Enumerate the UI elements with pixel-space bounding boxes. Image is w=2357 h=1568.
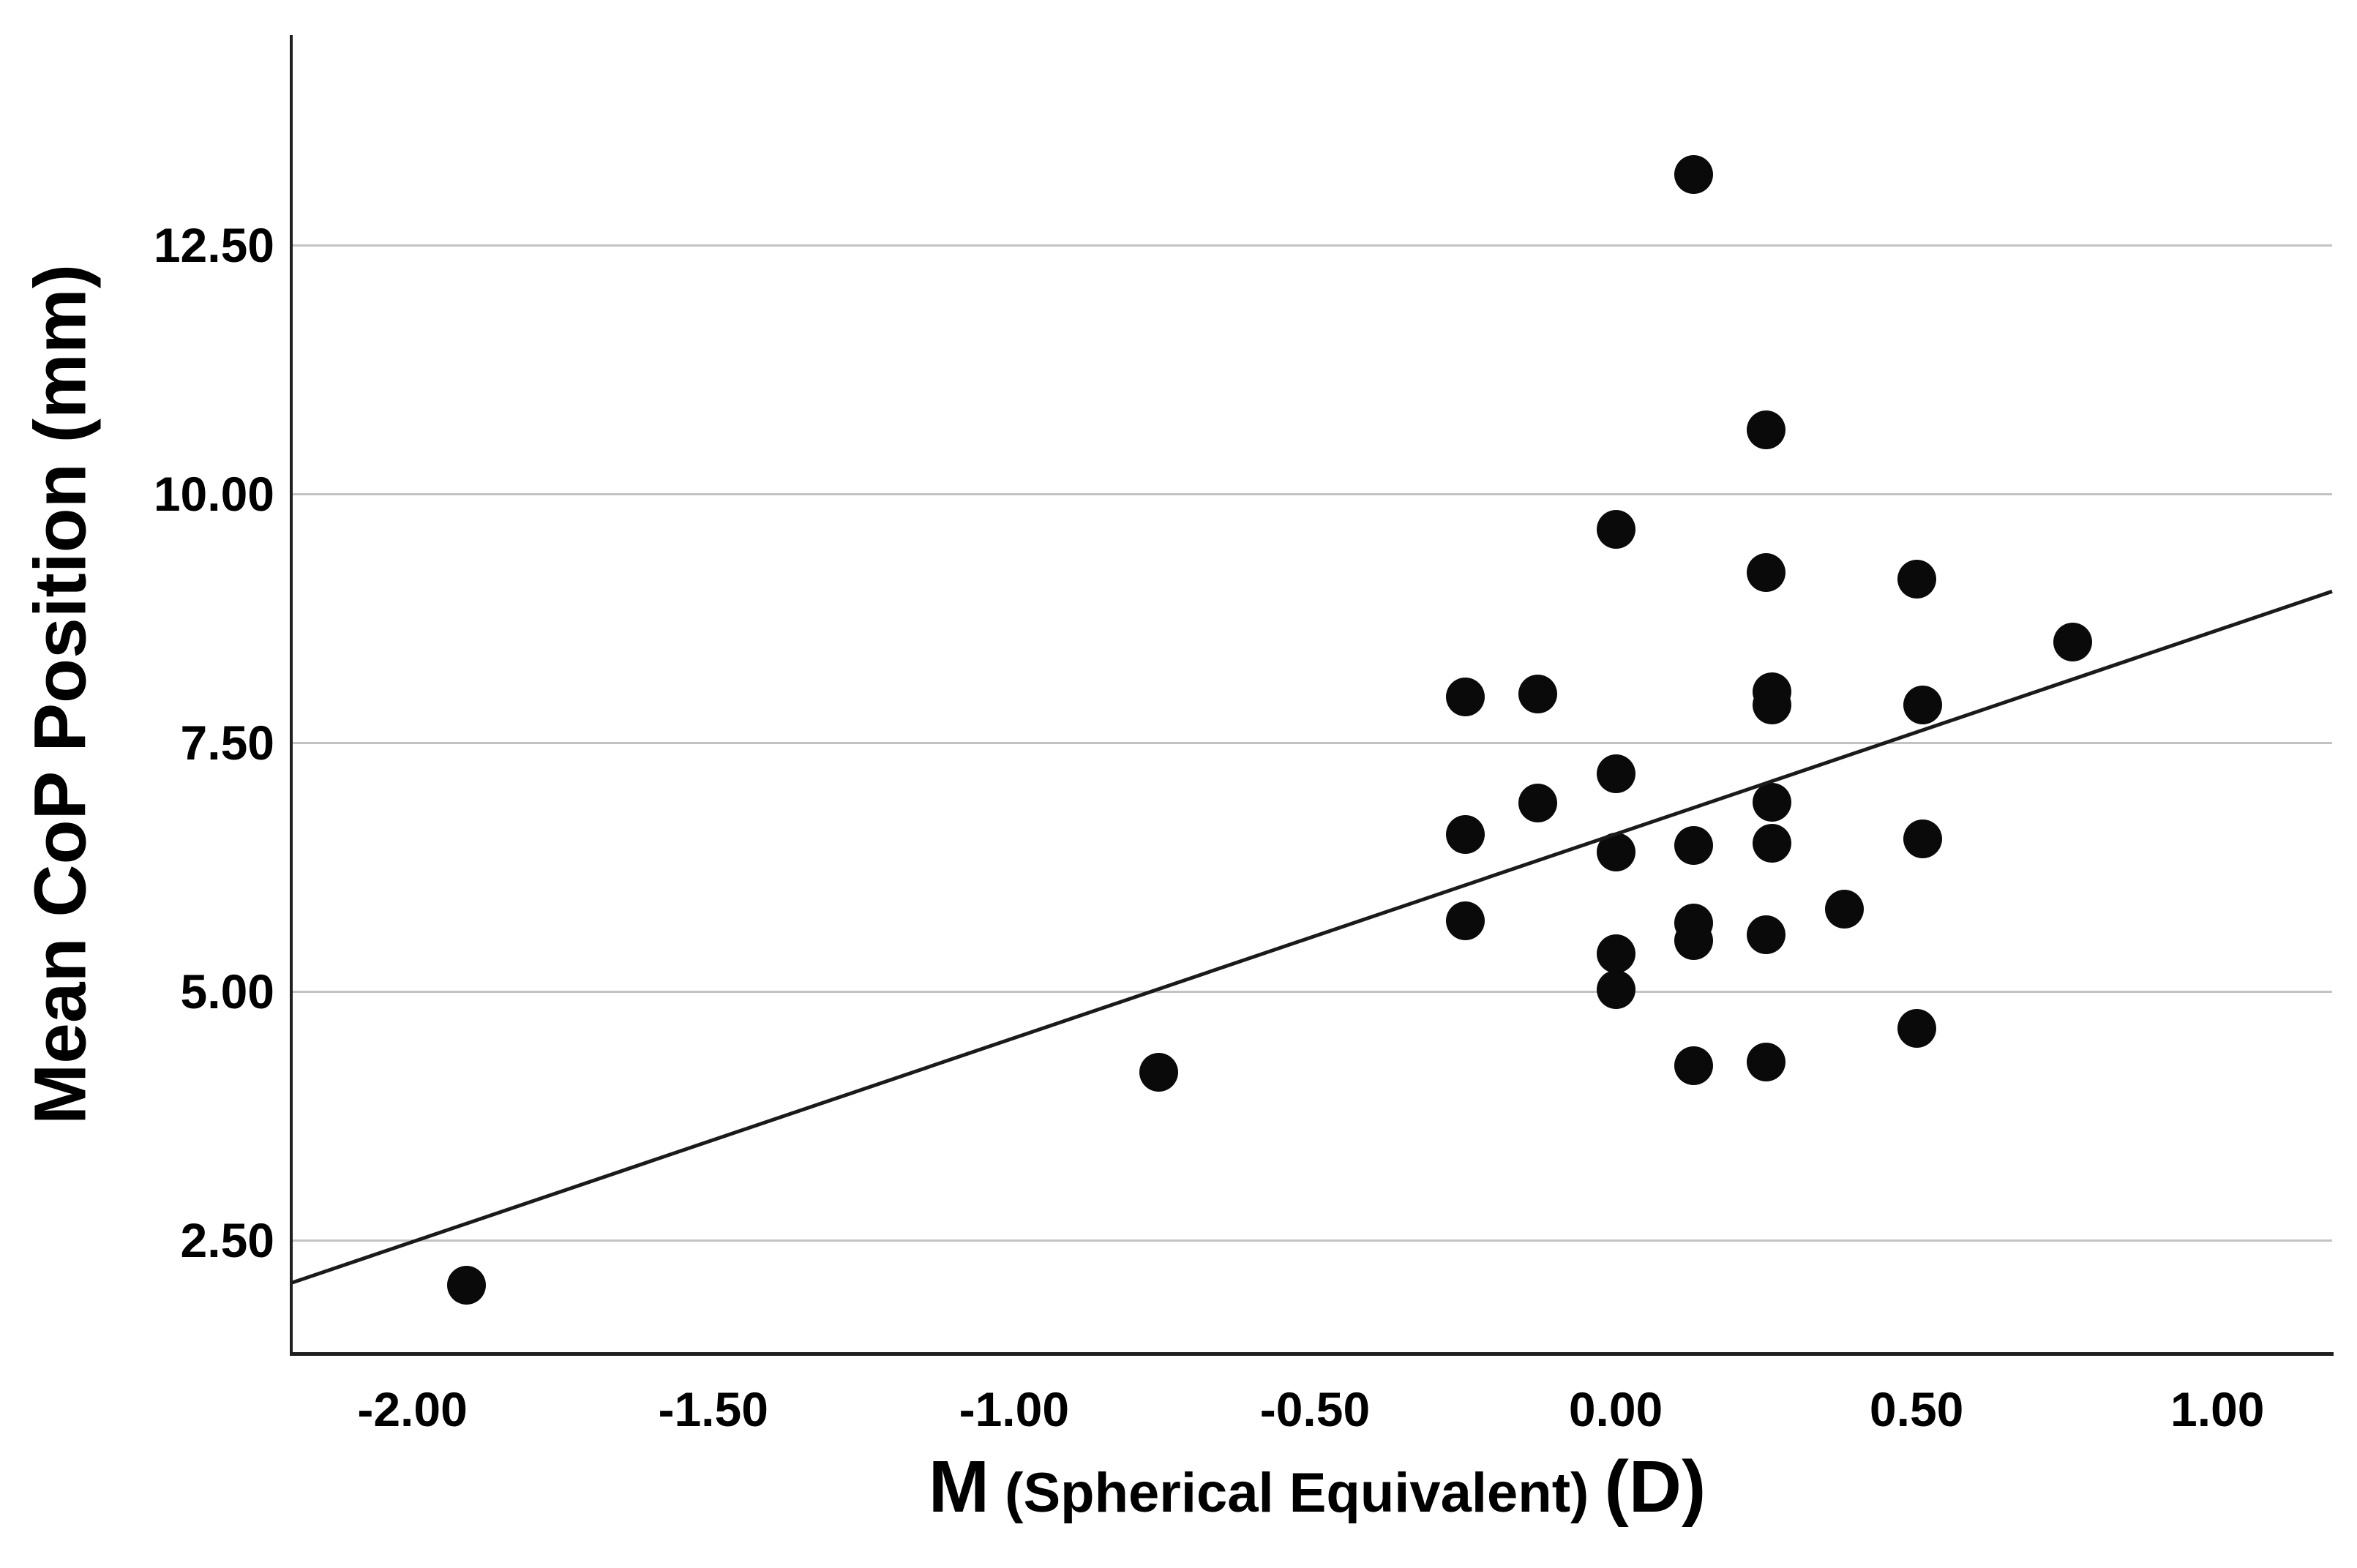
data-point xyxy=(1445,814,1485,854)
gridline xyxy=(291,741,2332,744)
plot-area xyxy=(291,35,2332,1354)
data-point xyxy=(1674,825,1714,865)
data-point xyxy=(1903,819,1942,859)
gridline xyxy=(291,1239,2332,1242)
data-point xyxy=(1753,685,1792,724)
y-tick-label: 12.50 xyxy=(153,217,274,272)
data-point xyxy=(1674,921,1714,961)
data-point xyxy=(1674,1046,1714,1086)
y-axis xyxy=(290,35,293,1355)
data-point xyxy=(1903,685,1942,724)
data-point xyxy=(1747,1043,1786,1082)
y-tick-label: 10.00 xyxy=(153,466,274,521)
data-point xyxy=(1445,677,1485,716)
regression-line xyxy=(291,589,2333,1285)
x-tick-label: -1.50 xyxy=(658,1382,768,1436)
data-point xyxy=(1747,915,1786,954)
gridline xyxy=(291,244,2332,247)
y-tick-label: 7.50 xyxy=(180,715,274,770)
x-tick-label: -2.00 xyxy=(357,1382,468,1436)
x-tick-label: -1.00 xyxy=(959,1382,1070,1436)
y-tick-label: 5.00 xyxy=(180,964,274,1019)
gridline xyxy=(291,492,2332,495)
x-axis-title-unit: (D) xyxy=(1604,1446,1706,1528)
data-point xyxy=(2053,623,2093,662)
x-axis xyxy=(290,1352,2334,1356)
data-point xyxy=(1596,510,1635,549)
x-tick-label: 0.50 xyxy=(1869,1382,1964,1436)
data-point xyxy=(1596,934,1635,973)
data-point xyxy=(1596,969,1635,1009)
data-point xyxy=(1674,154,1714,194)
data-point xyxy=(1825,889,1864,929)
data-point xyxy=(1596,754,1635,793)
data-point xyxy=(1753,823,1792,863)
x-tick-label: 0.00 xyxy=(1568,1382,1663,1436)
data-point xyxy=(447,1265,487,1305)
data-point xyxy=(1897,560,1936,599)
gridline xyxy=(291,990,2332,993)
x-axis-title: M (Spherical Equivalent) (D) xyxy=(0,1445,2357,1529)
y-tick-label: 2.50 xyxy=(180,1212,274,1267)
x-tick-label: 1.00 xyxy=(2170,1382,2265,1436)
x-axis-title-sub: (Spherical Equivalent) xyxy=(1005,1462,1589,1524)
data-point xyxy=(1518,674,1557,713)
data-point xyxy=(1747,552,1786,592)
x-axis-title-main: M xyxy=(928,1446,990,1528)
x-tick-label: -0.50 xyxy=(1259,1382,1371,1436)
data-point xyxy=(1753,783,1792,822)
data-point xyxy=(1445,901,1485,940)
data-point xyxy=(1518,784,1557,823)
data-point xyxy=(1747,410,1786,450)
y-axis-title: Mean CoP Position (mm) xyxy=(19,263,102,1125)
data-point xyxy=(1139,1052,1178,1092)
data-point xyxy=(1897,1008,1936,1048)
